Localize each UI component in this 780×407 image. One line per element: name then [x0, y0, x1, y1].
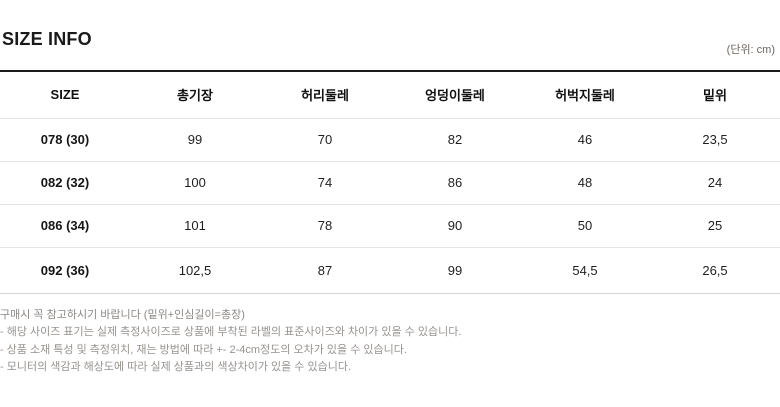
value-cell: 100: [130, 161, 260, 205]
value-cell: 82: [390, 118, 520, 162]
value-cell: 99: [390, 247, 520, 294]
value-cell: 70: [260, 118, 390, 162]
column-header-size: SIZE: [0, 71, 130, 119]
column-header-hip: 엉덩이둘레: [390, 71, 520, 119]
column-header-thigh: 허벅지둘레: [520, 71, 650, 119]
column-header-waist: 허리둘레: [260, 71, 390, 119]
value-cell: 25: [650, 204, 780, 248]
value-cell: 102,5: [130, 247, 260, 294]
value-cell: 46: [520, 118, 650, 162]
value-cell: 74: [260, 161, 390, 205]
size-info-header: SIZE INFO (단위: cm): [0, 0, 780, 70]
size-cell: 082 (32): [0, 161, 130, 205]
note-line: - 해당 사이즈 표기는 실제 측정사이즈로 상품에 부착된 라벨의 표준사이즈…: [0, 326, 462, 338]
value-cell: 23,5: [650, 118, 780, 162]
value-cell: 87: [260, 247, 390, 294]
header-row: SIZE 총기장 허리둘레 엉덩이둘레 허벅지둘레 밑위: [0, 71, 780, 119]
size-table: SIZE 총기장 허리둘레 엉덩이둘레 허벅지둘레 밑위 078 (30) 99…: [0, 70, 780, 294]
page-title: SIZE INFO: [2, 29, 92, 49]
note-line: - 모니터의 색감과 해상도에 따라 실제 상품과의 색상차이가 있을 수 있습…: [0, 361, 351, 373]
size-cell: 092 (36): [0, 247, 130, 294]
value-cell: 86: [390, 161, 520, 205]
value-cell: 54,5: [520, 247, 650, 294]
value-cell: 26,5: [650, 247, 780, 294]
column-header-total-length: 총기장: [130, 71, 260, 119]
purchase-notes: 구매시 꼭 참고하시기 바랍니다 (밑위+인심길이=총장) - 해당 사이즈 표…: [0, 307, 780, 377]
size-cell: 086 (34): [0, 204, 130, 248]
value-cell: 24: [650, 161, 780, 205]
value-cell: 99: [130, 118, 260, 162]
note-line: - 상품 소재 특성 및 측정위치, 재는 방법에 따라 +- 2-4cm정도의…: [0, 343, 407, 356]
size-table-head: SIZE 총기장 허리둘레 엉덩이둘레 허벅지둘레 밑위: [0, 71, 780, 119]
table-row: 082 (32) 100 74 86 48 24: [0, 161, 780, 205]
value-cell: 48: [520, 161, 650, 205]
value-cell: 101: [130, 204, 260, 248]
size-cell: 078 (30): [0, 118, 130, 162]
table-row: 078 (30) 99 70 82 46 23,5: [0, 118, 780, 162]
value-cell: 50: [520, 204, 650, 248]
value-cell: 90: [390, 204, 520, 248]
table-row: 086 (34) 101 78 90 50 25: [0, 204, 780, 248]
column-header-rise: 밑위: [650, 71, 780, 119]
value-cell: 78: [260, 204, 390, 248]
unit-label: (단위: cm): [726, 44, 775, 56]
size-table-body: 078 (30) 99 70 82 46 23,5 082 (32) 100 7…: [0, 118, 780, 294]
table-row: 092 (36) 102,5 87 99 54,5 26,5: [0, 247, 780, 294]
note-line: 구매시 꼭 참고하시기 바랍니다 (밑위+인심길이=총장): [0, 308, 245, 321]
